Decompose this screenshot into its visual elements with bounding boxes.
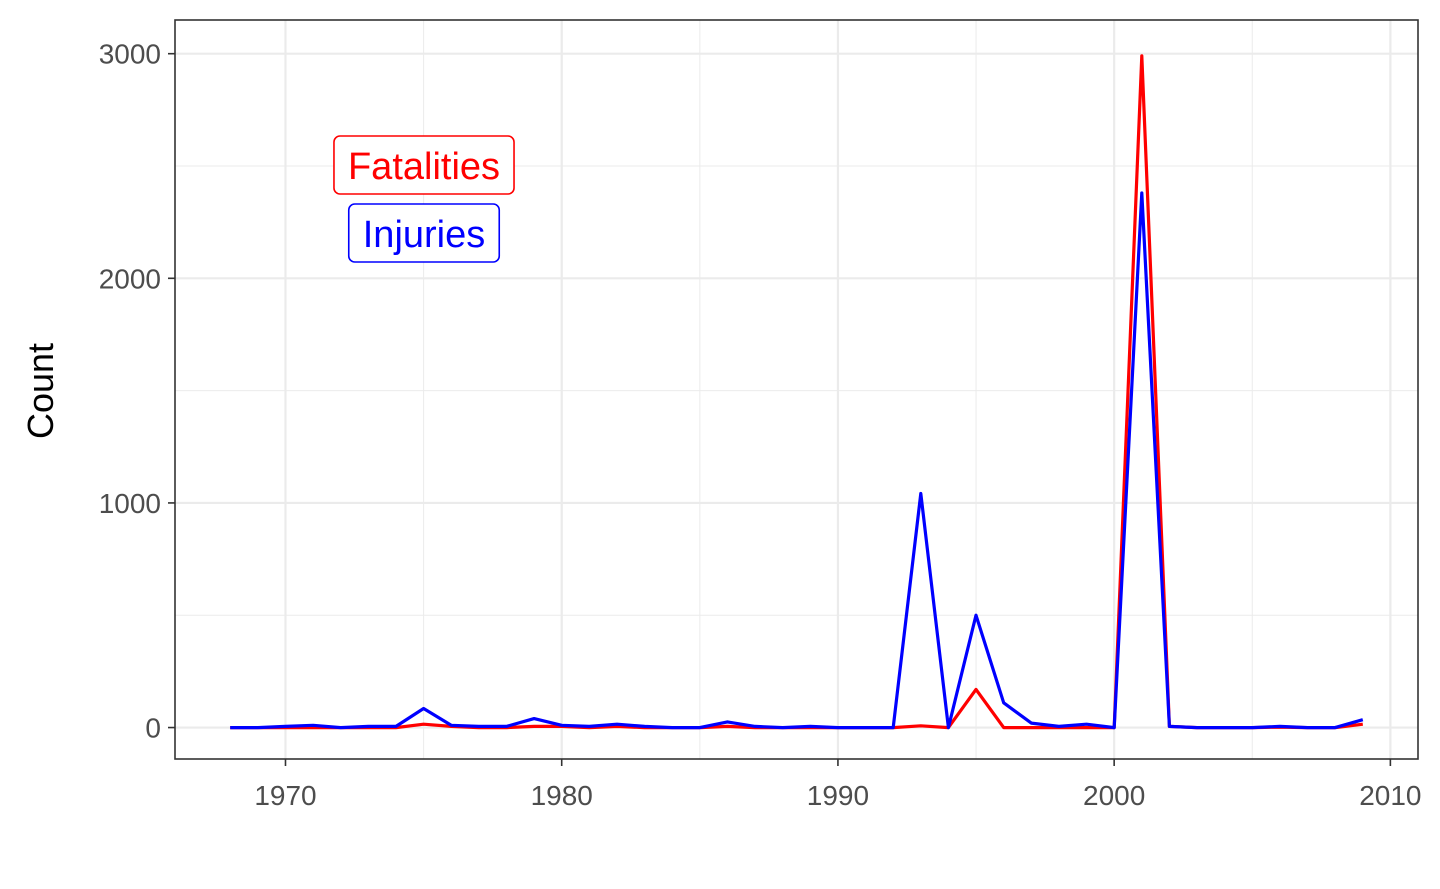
plot-panel-border [174,19,1419,760]
series-lines [230,54,1364,730]
x-tick-label: 2000 [1083,780,1145,811]
y-tick-label: 0 [145,713,161,744]
x-tick-label: 1980 [531,780,593,811]
y-tick-label: 2000 [99,263,161,294]
legend: Fatalities Injuries [333,135,515,263]
x-tick-label: 2010 [1359,780,1421,811]
legend-label-fatalities: Fatalities [348,146,500,188]
legend-box-injuries [347,203,501,263]
y-tick-label: 3000 [99,39,161,70]
y-tick-label: 1000 [99,488,161,519]
y-axis: 0 1000 2000 3000 [99,39,175,744]
x-tick-label: 1970 [254,780,316,811]
plot-background [175,20,1418,759]
legend-box-fatalities [333,135,515,195]
y-axis-title: Count [20,343,61,439]
x-tick-label: 1990 [807,780,869,811]
legend-label-injuries: Injuries [363,214,486,256]
x-axis: 1970 1980 1990 2000 2010 [254,759,1422,811]
series-line-injuries [230,191,1364,730]
